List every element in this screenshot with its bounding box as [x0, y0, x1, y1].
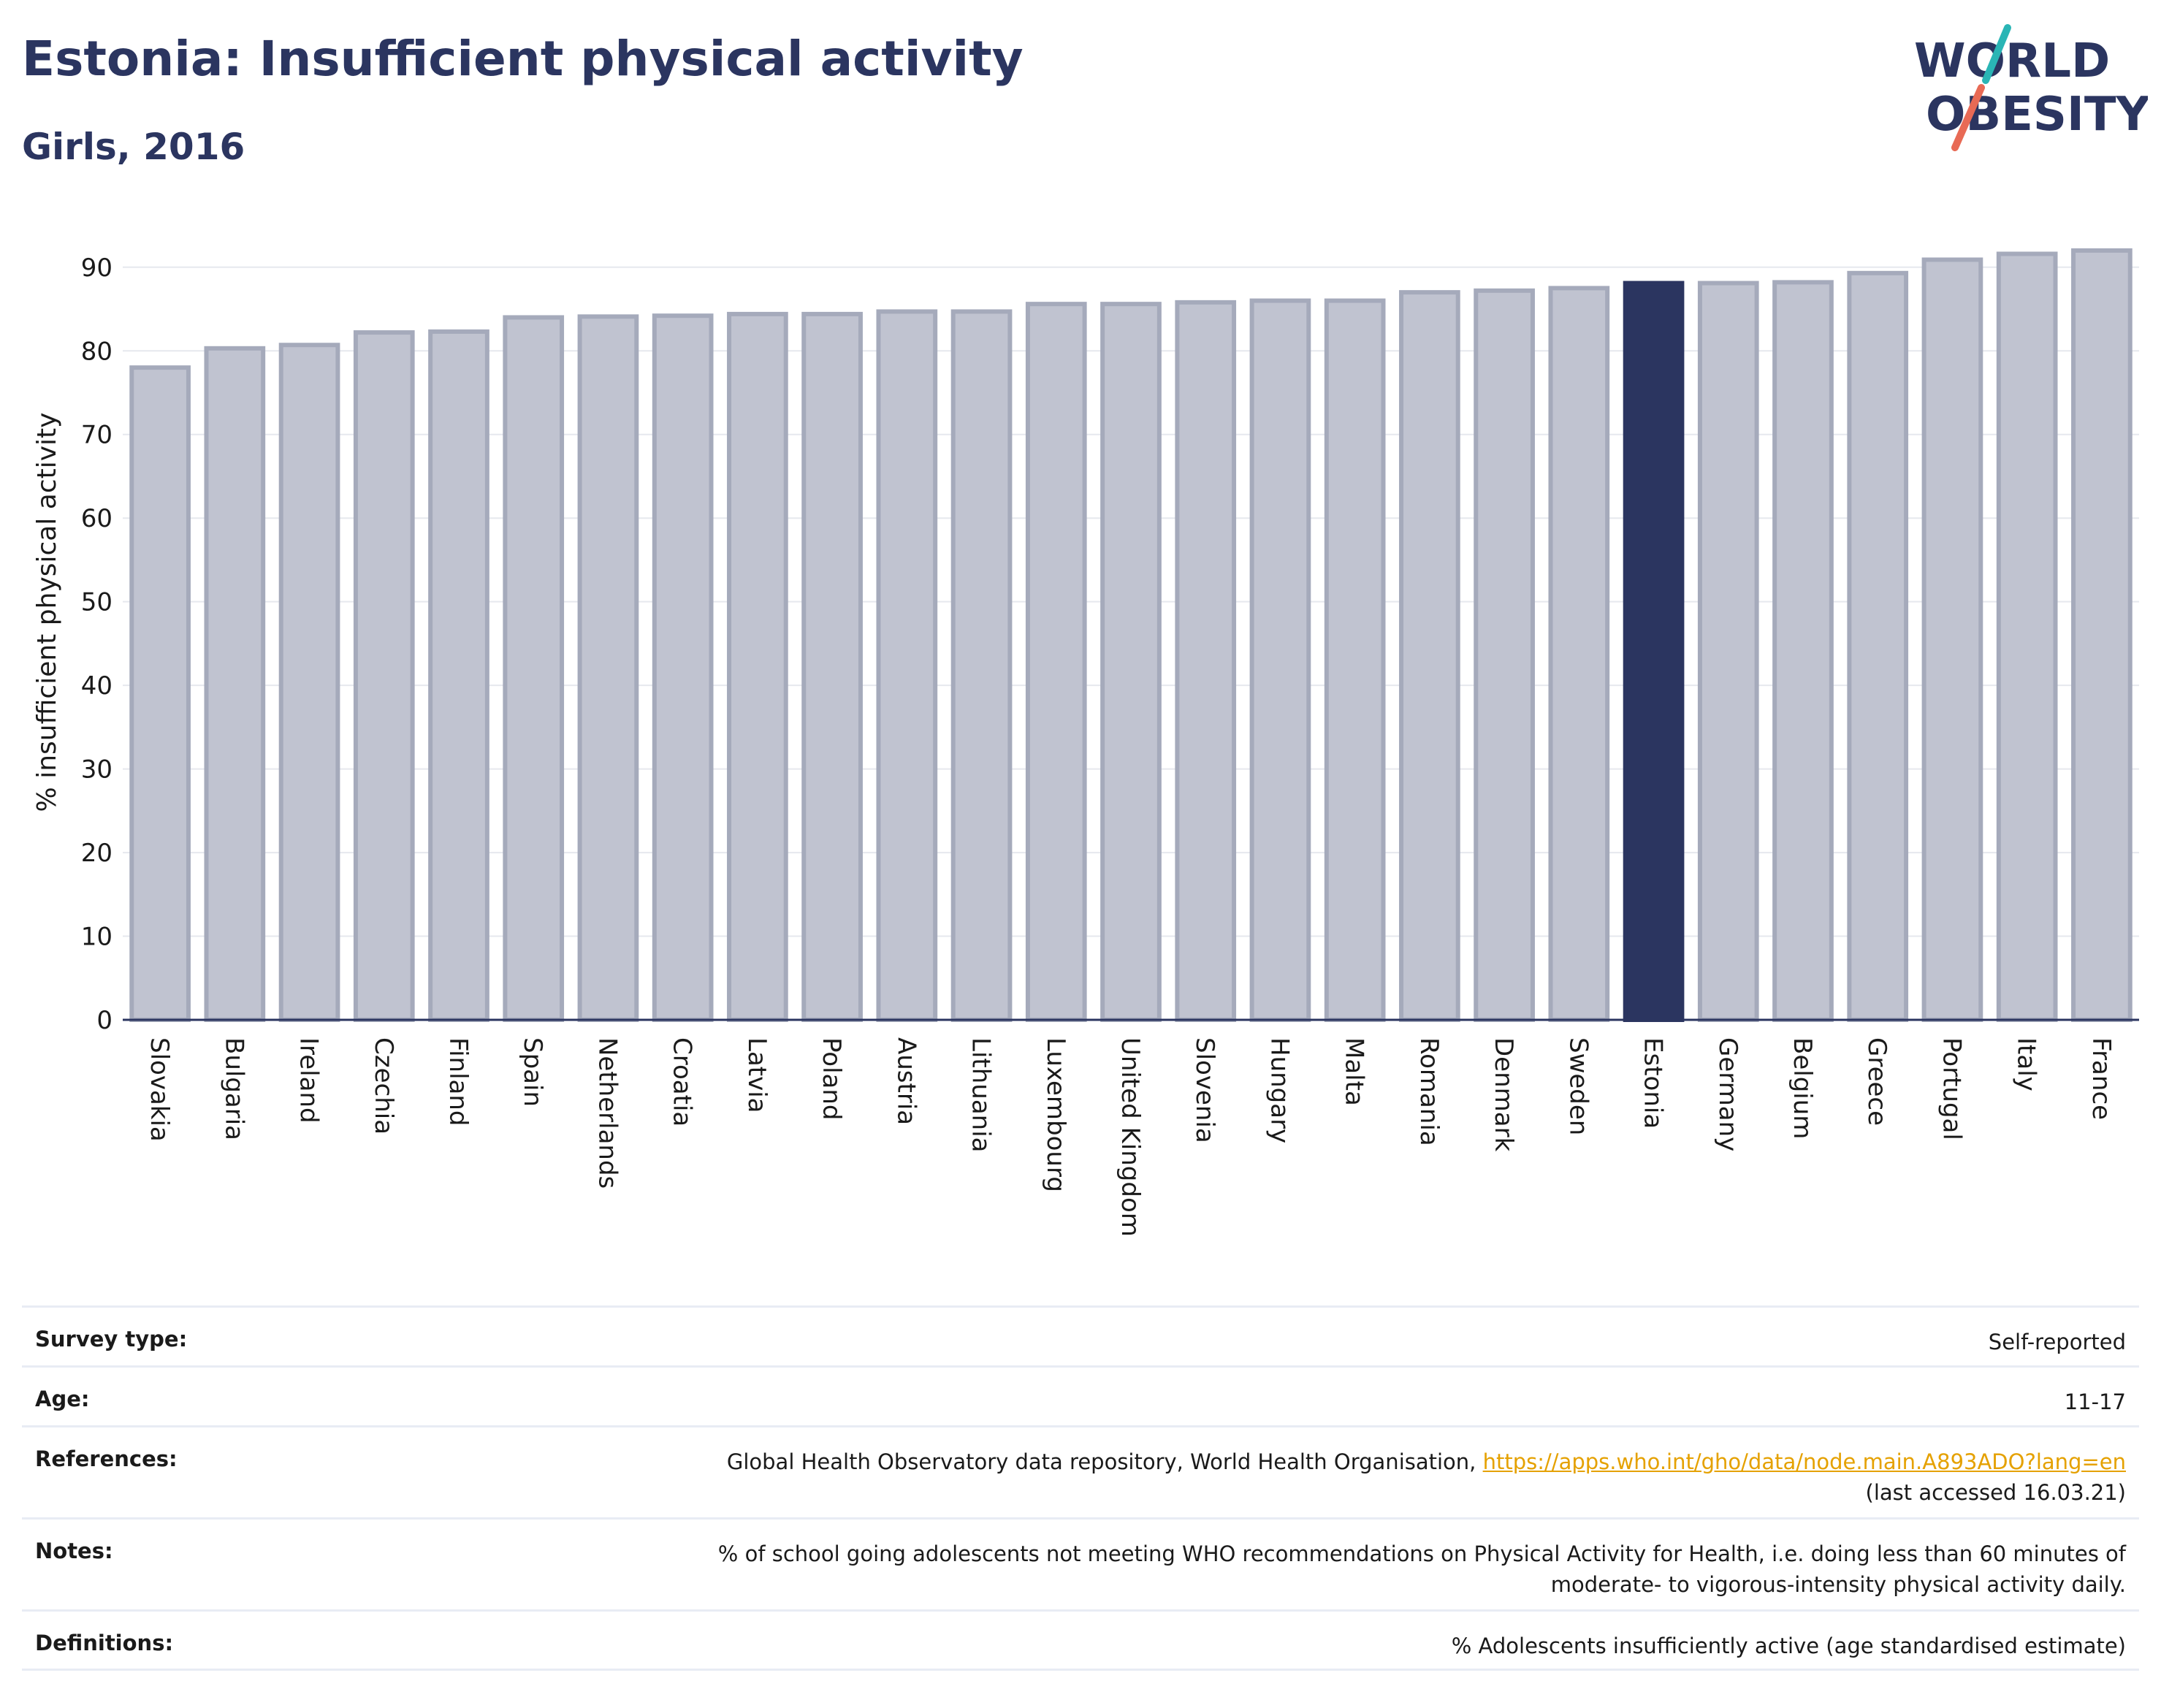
logo-slash-teal [1982, 24, 2011, 84]
definitions-value: % Adolescents insufficiently active (age… [1451, 1633, 2126, 1658]
info-row-survey-type: Survey type: Self-reported [22, 1305, 2139, 1365]
bar-bulgaria [204, 346, 266, 1022]
y-tick-label: 80 [81, 337, 113, 366]
x-tick-label: Germany [1713, 1037, 1742, 1151]
bar-portugal [1921, 257, 1983, 1022]
y-tick-label: 70 [81, 421, 113, 450]
bar-malta [1324, 298, 1386, 1022]
x-tick-label: Slovakia [145, 1037, 174, 1142]
bar-france [2071, 248, 2133, 1022]
x-tick-label: Hungary [1265, 1037, 1294, 1143]
y-tick-label: 0 [96, 1006, 113, 1035]
x-tick-label: Netherlands [592, 1037, 622, 1189]
y-tick-label: 10 [81, 923, 113, 952]
references-text: Global Health Observatory data repositor… [726, 1449, 1476, 1474]
y-axis-label: % insufficient physical activity [32, 413, 62, 812]
references-value: Global Health Observatory data repositor… [727, 1446, 2126, 1508]
bar-chart: 0 10 20 30 40 50 60 70 80 90 Slovakia Bulgaria Irela… [32, 248, 2139, 1237]
x-tick-label: United Kingdom [1116, 1037, 1145, 1237]
info-row-references: References: Global Health Observatory da… [22, 1425, 2139, 1517]
bar-hungary [1249, 298, 1311, 1022]
chart-subtitle: Girls, 2016 [22, 126, 245, 168]
bar-ireland [278, 343, 340, 1022]
x-tick-label: Portugal [1937, 1037, 1966, 1140]
notes-value: % of school going adolescents not meetin… [717, 1541, 2126, 1597]
y-tick-label: 90 [81, 253, 113, 283]
bar-slovakia [129, 365, 191, 1022]
age-value: 11-17 [2064, 1389, 2126, 1414]
age-label: Age: [35, 1387, 90, 1411]
bar-spain [503, 315, 565, 1022]
bar-united-kingdom [1100, 302, 1162, 1022]
references-link[interactable]: https://apps.who.int/gho/data/node.main.… [1482, 1449, 2126, 1474]
x-tick-label: Spain [518, 1037, 547, 1107]
bar-czechia [353, 330, 415, 1022]
x-tick-label: Austria [891, 1037, 921, 1125]
bar-latvia [727, 311, 788, 1023]
x-tick-label: Bulgaria [219, 1037, 248, 1140]
x-tick-label: Poland [817, 1037, 846, 1121]
x-tick-label: Luxembourg [1041, 1037, 1070, 1192]
bar-greece [1847, 270, 1909, 1022]
x-tick-label: Estonia [1639, 1037, 1668, 1129]
bar-slovenia [1175, 300, 1237, 1022]
x-tick-label: Greece [1862, 1037, 1891, 1126]
bar-poland [801, 311, 863, 1023]
x-tick-label: Denmark [1489, 1037, 1518, 1152]
bar-estonia [1623, 281, 1685, 1022]
bar-germany [1697, 281, 1759, 1022]
bar-croatia [652, 313, 714, 1022]
references-label: References: [35, 1446, 178, 1471]
y-tick-label: 60 [81, 504, 113, 533]
x-tick-label: Ireland [294, 1037, 324, 1124]
bar-netherlands [577, 314, 639, 1022]
x-tick-label: France [2086, 1037, 2116, 1120]
logo-slash-coral [1951, 84, 1985, 151]
notes-label: Notes: [35, 1539, 113, 1563]
y-tick-label: 20 [81, 839, 113, 868]
logo-line1: WORLD [1914, 34, 2110, 88]
info-row-notes: Notes: % of school going adolescents not… [22, 1517, 2139, 1609]
world-obesity-logo: WORLD OBESITY [1914, 24, 2148, 151]
bar-italy [1996, 251, 2058, 1023]
x-tick-label: Sweden [1563, 1037, 1593, 1135]
y-tick-label: 50 [81, 588, 113, 617]
definitions-label: Definitions: [35, 1631, 174, 1655]
x-tick-label: Italy [2012, 1037, 2041, 1091]
bars [129, 248, 2133, 1023]
bar-austria [876, 309, 938, 1022]
bar-romania [1399, 290, 1460, 1022]
bar-finland [428, 329, 489, 1022]
bar-denmark [1474, 288, 1535, 1022]
info-row-age: Age: 11-17 [22, 1365, 2139, 1425]
info-row-definitions: Definitions: % Adolescents insufficientl… [22, 1609, 2139, 1671]
x-tick-label: Finland [443, 1037, 473, 1126]
x-tick-label: Lithuania [967, 1037, 996, 1152]
references-accessed: (last accessed 16.03.21) [1865, 1480, 2126, 1505]
y-tick-label: 30 [81, 755, 113, 785]
survey-type-label: Survey type: [35, 1327, 188, 1351]
chart-title: Estonia: Insufficient physical activity [22, 31, 1024, 87]
info-table: Survey type: Self-reported Age: 11-17 Re… [22, 1305, 2139, 1671]
bar-luxembourg [1025, 302, 1087, 1022]
bar-lithuania [950, 309, 1013, 1022]
axes: 0 10 20 30 40 50 60 70 80 90 Slovakia Bulgaria Irela… [81, 253, 2139, 1237]
bar-sweden [1548, 286, 1610, 1023]
x-tick-label: Latvia [742, 1037, 771, 1113]
x-tick-label: Romania [1414, 1037, 1444, 1146]
survey-type-value: Self-reported [1988, 1330, 2126, 1354]
bar-belgium [1772, 280, 1834, 1022]
x-tick-label: Slovenia [1190, 1037, 1219, 1143]
y-tick-label: 40 [81, 671, 113, 701]
x-tick-label: Belgium [1788, 1037, 1817, 1139]
x-tick-label: Croatia [668, 1037, 697, 1126]
x-tick-label: Malta [1340, 1037, 1369, 1106]
x-tick-label: Czechia [369, 1037, 398, 1135]
